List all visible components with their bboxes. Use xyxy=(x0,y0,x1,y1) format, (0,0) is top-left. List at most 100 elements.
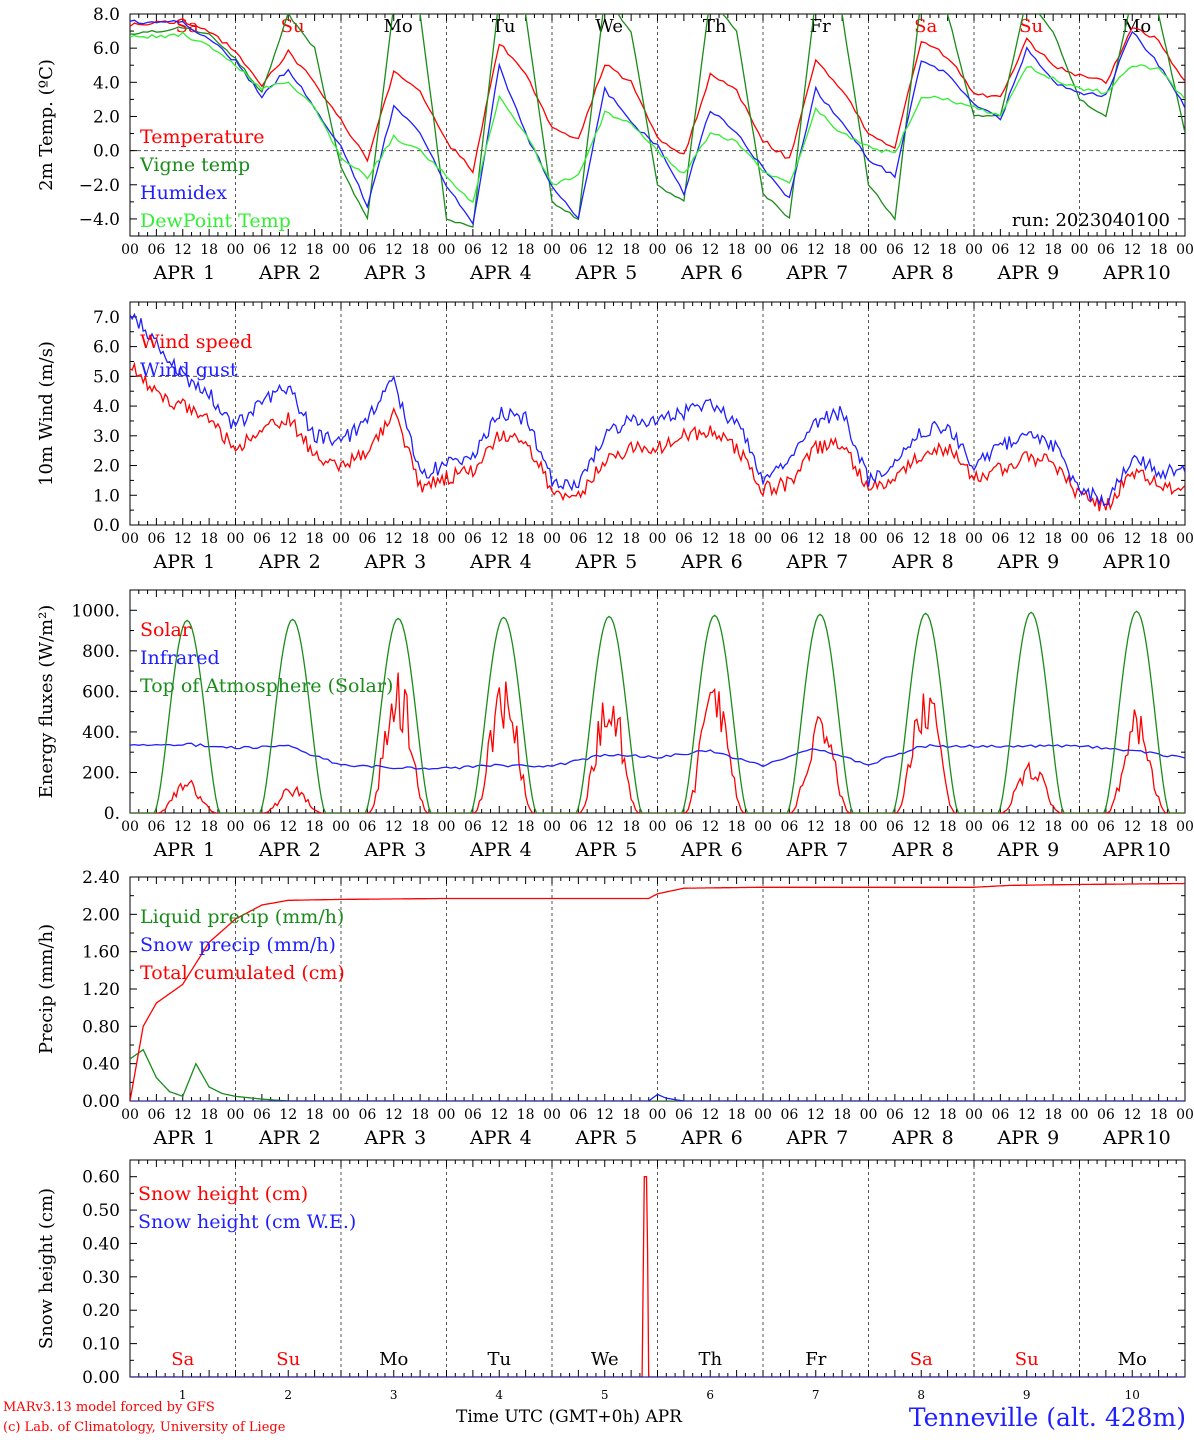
legend-entry: Temperature xyxy=(140,126,264,148)
x-hour-label: 18 xyxy=(517,819,535,835)
y-tick-label: 0.30 xyxy=(82,1268,120,1288)
x-hour-label: 18 xyxy=(939,531,957,547)
y-tick-label: 0.00 xyxy=(82,1368,120,1388)
x-hour-label: 12 xyxy=(490,242,508,258)
x-hour-label: 00 xyxy=(121,531,139,547)
x-hour-label: 06 xyxy=(1097,819,1115,835)
x-hour-label: 00 xyxy=(1071,819,1089,835)
x-hour-label: 18 xyxy=(517,531,535,547)
y-tick-label: 600. xyxy=(82,682,120,702)
x-hour-label: 18 xyxy=(200,531,218,547)
x-month-label: APR xyxy=(997,262,1040,284)
x-hour-label: 12 xyxy=(596,819,614,835)
x-day-label: 3 xyxy=(390,1388,398,1402)
x-hour-label: 00 xyxy=(121,819,139,835)
x-hour-label: 06 xyxy=(1097,1107,1115,1123)
x-hour-label: 00 xyxy=(438,531,456,547)
x-hour-label: 18 xyxy=(622,1107,640,1123)
x-hour-label: 12 xyxy=(912,1107,930,1123)
x-hour-label: 06 xyxy=(780,1107,798,1123)
x-hour-label: 12 xyxy=(701,242,719,258)
x-hour-label: 06 xyxy=(147,531,165,547)
x-month-label: APR xyxy=(891,262,934,284)
x-hour-label: 18 xyxy=(939,242,957,258)
x-hour-label: 18 xyxy=(622,531,640,547)
x-hour-label: 12 xyxy=(807,819,825,835)
x-month-label: APR xyxy=(680,551,723,573)
weekday-label: Sa xyxy=(171,1349,194,1370)
x-hour-label: 18 xyxy=(939,819,957,835)
x-month-label: APR xyxy=(997,551,1040,573)
y-tick-label: 3.0 xyxy=(93,427,120,447)
x-hour-label: 00 xyxy=(543,531,561,547)
x-hour-label: 06 xyxy=(358,1107,376,1123)
x-hour-label: 06 xyxy=(464,1107,482,1123)
x-hour-label: 06 xyxy=(675,531,693,547)
x-day-label: 5 xyxy=(625,551,637,573)
x-hour-label: 18 xyxy=(411,819,429,835)
x-day-label: 2 xyxy=(284,1388,292,1402)
x-day-label: 6 xyxy=(731,262,743,284)
weekday-label: Mo xyxy=(379,1349,408,1370)
x-hour-label: 06 xyxy=(147,819,165,835)
x-day-label: 10 xyxy=(1147,839,1171,861)
weekday-label: Fr xyxy=(805,1349,826,1370)
credit-lab: (c) Lab. of Climatology, University of L… xyxy=(3,1420,286,1435)
series-line-wind-speed xyxy=(130,361,1185,512)
legend-entry: Humidex xyxy=(140,182,227,204)
weekday-label: Su xyxy=(1019,16,1043,37)
x-hour-label: 00 xyxy=(227,1107,245,1123)
x-hour-label: 18 xyxy=(728,1107,746,1123)
x-hour-label: 18 xyxy=(1044,1107,1062,1123)
x-day-label: 10 xyxy=(1147,1127,1171,1149)
credit-model: MARv3.13 model forced by GFS xyxy=(3,1400,215,1415)
y-tick-label: 2.40 xyxy=(82,868,120,888)
x-month-label: APR xyxy=(469,551,512,573)
x-hour-label: 06 xyxy=(358,242,376,258)
x-day-label: 1 xyxy=(203,1127,215,1149)
x-hour-label: 18 xyxy=(200,1107,218,1123)
x-month-label: APR xyxy=(1102,551,1145,573)
x-hour-label: 12 xyxy=(490,819,508,835)
series-line-top-of-atmosphere-solar xyxy=(130,610,1185,813)
x-hour-label: 00 xyxy=(1176,819,1194,835)
legend-entry: Wind speed xyxy=(140,331,252,353)
y-axis-label: Precip (mm/h) xyxy=(36,924,57,1054)
x-month-label: APR xyxy=(364,551,407,573)
y-tick-label: 0. xyxy=(104,804,120,824)
y-tick-label: 2.0 xyxy=(93,107,120,127)
x-hour-label: 12 xyxy=(807,242,825,258)
x-hour-label: 18 xyxy=(622,242,640,258)
x-hour-label: 18 xyxy=(411,1107,429,1123)
y-tick-label: −4.0 xyxy=(79,210,120,230)
x-hour-label: 12 xyxy=(807,531,825,547)
y-tick-label: 1.0 xyxy=(93,486,120,506)
x-hour-label: 00 xyxy=(1176,531,1194,547)
x-hour-label: 06 xyxy=(253,242,271,258)
x-hour-label: 12 xyxy=(1018,1107,1036,1123)
weekday-label: We xyxy=(595,16,623,37)
y-axis-label: Snow height (cm) xyxy=(36,1188,57,1349)
y-tick-label: 6.0 xyxy=(93,39,120,59)
x-hour-label: 12 xyxy=(1123,242,1141,258)
x-hour-label: 06 xyxy=(253,819,271,835)
x-day-label: 1 xyxy=(203,551,215,573)
x-month-label: APR xyxy=(258,551,301,573)
x-hour-label: 00 xyxy=(754,531,772,547)
x-hour-label: 00 xyxy=(227,242,245,258)
x-hour-label: 00 xyxy=(543,1107,561,1123)
x-month-label: APR xyxy=(786,1127,829,1149)
x-hour-label: 06 xyxy=(147,1107,165,1123)
weekday-label: Th xyxy=(698,1349,722,1370)
x-month-label: APR xyxy=(258,1127,301,1149)
x-day-label: 3 xyxy=(414,262,426,284)
x-hour-label: 18 xyxy=(1044,531,1062,547)
x-hour-label: 18 xyxy=(306,242,324,258)
x-hour-label: 18 xyxy=(306,531,324,547)
x-hour-label: 18 xyxy=(1150,1107,1168,1123)
x-month-label: APR xyxy=(153,262,196,284)
x-hour-label: 00 xyxy=(965,242,983,258)
x-hour-label: 06 xyxy=(991,819,1009,835)
x-hour-label: 12 xyxy=(1123,819,1141,835)
x-day-label: 9 xyxy=(1047,1127,1059,1149)
